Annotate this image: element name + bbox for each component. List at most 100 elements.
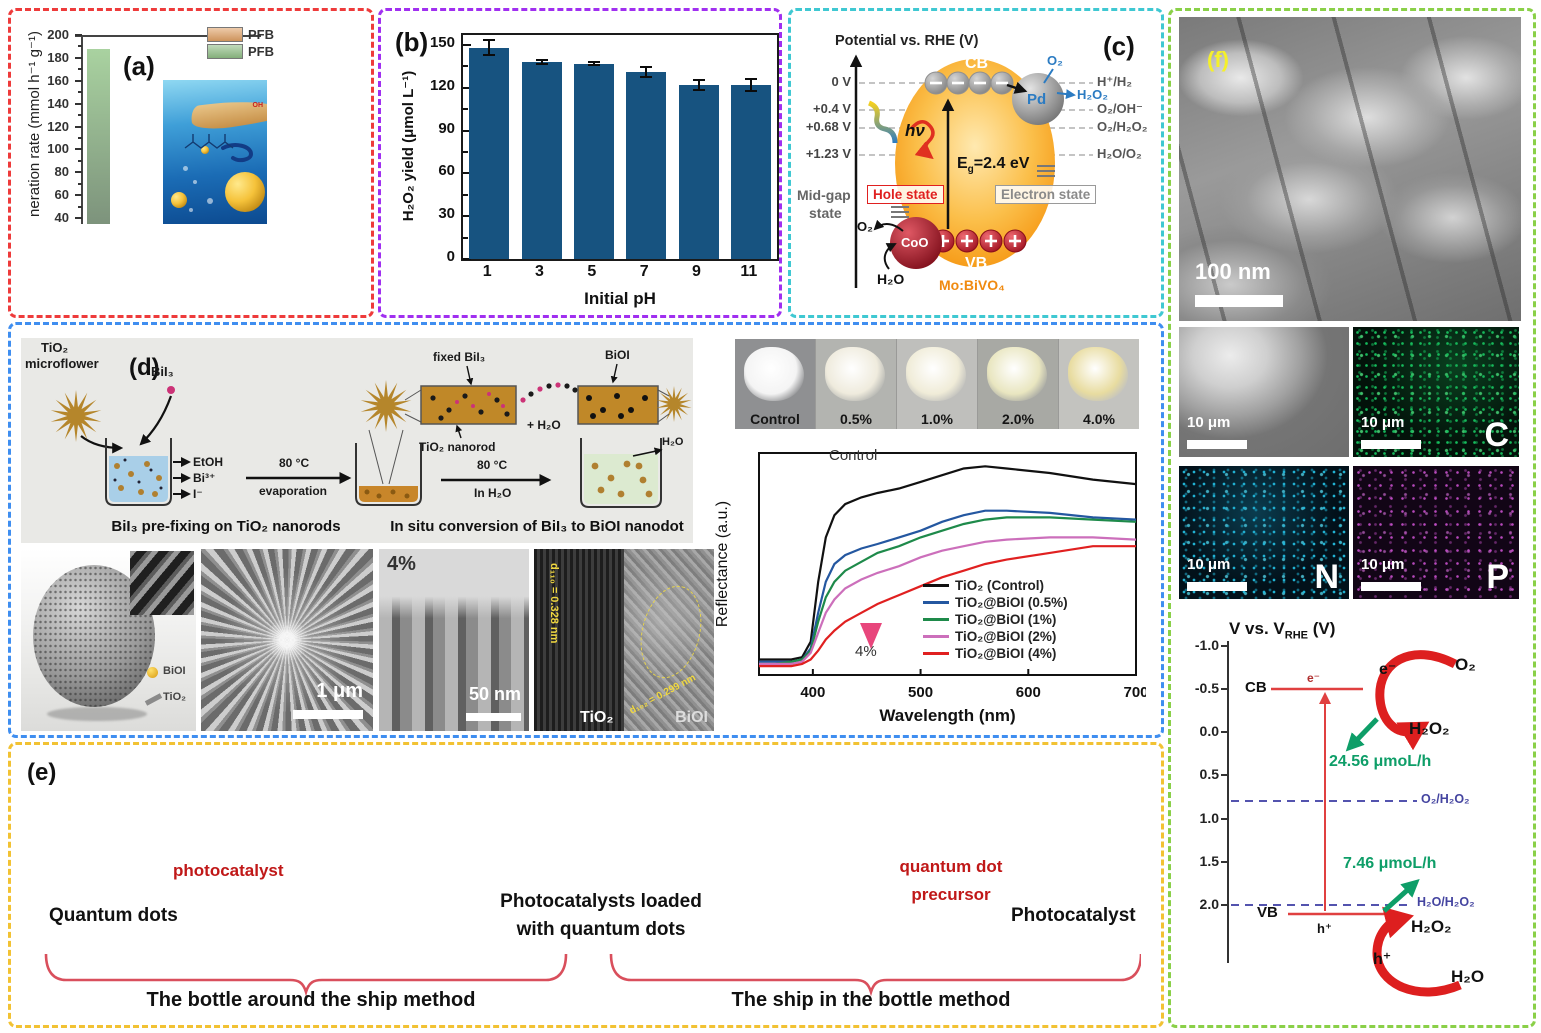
powder-photo: 0.5% (816, 339, 896, 429)
hv-label: hν (905, 121, 925, 140)
bar-chart-b (461, 33, 779, 261)
refl-annot-4pct: 4% (855, 643, 877, 660)
b-tick-label: 60 (438, 162, 455, 180)
legend-entry: PFB (207, 27, 274, 42)
legend-entry: PFB (207, 44, 274, 59)
eds-carbon-map: 10 μm C (1353, 327, 1519, 457)
panel-d-tag: (d) (129, 354, 160, 381)
iodide-label: I⁻ (193, 487, 203, 501)
f-tick-label: 0.0 (1199, 723, 1219, 740)
b-tick-label: 90 (438, 119, 455, 137)
redox-h2: H⁺/H₂ (1097, 74, 1133, 89)
redox-o2: H₂O/O₂ (1097, 146, 1142, 161)
inset-illustration: OH (163, 80, 267, 224)
bar-chart-a: 40 60 80 100 120 140 160 180 200 (47, 27, 261, 225)
b-error-line (697, 79, 700, 91)
scale-bar (1195, 295, 1283, 307)
qd-precursor-2: precursor (911, 885, 991, 904)
eds-sem-image: 10 μm (1179, 327, 1349, 457)
f-cb-label: CB (1245, 679, 1267, 696)
quantum-dots-label: Quantum dots (49, 905, 178, 926)
f-tick-mark (1221, 860, 1229, 863)
step2-proc: In H₂O (474, 486, 512, 500)
panel-a: (a) neration rate (mmol h⁻¹ g⁻¹) 40 60 80 1… (8, 8, 374, 318)
scale-bar (1187, 440, 1247, 449)
f-h2o-label: H₂O (1451, 967, 1485, 986)
eds-p-element: P (1486, 558, 1509, 596)
refl-legend-label: TiO₂ (Control) (955, 578, 1044, 593)
refl-legend-swatch (923, 584, 949, 587)
b-error-cap (535, 62, 548, 65)
etoh-label: EtOH (193, 455, 223, 469)
sphere-inset-sem (130, 551, 194, 615)
hrtem-tio2-label: TiO₂ (580, 709, 614, 726)
b-error-line (592, 60, 595, 67)
f-e-crescent: e⁻ (1379, 661, 1397, 678)
f-rate-bottom: 7.46 μmoL/h (1343, 855, 1437, 872)
tio2-label-1: TiO₂ (41, 340, 69, 355)
series-TiO₂ (Control) (759, 465, 1137, 661)
scale-bar (466, 713, 521, 721)
refl-legend-swatch (923, 601, 949, 604)
level-068V: +0.68 V (805, 119, 851, 134)
pd-label: Pd (1027, 91, 1047, 108)
powder-blob (906, 347, 966, 401)
redox-h2o2: O₂/H₂O₂ (1097, 119, 1148, 134)
nanorod-tem-image: 4% 50 nm (379, 549, 529, 731)
scale-text-50nm: 50 nm (468, 684, 521, 704)
a-minor-tick (78, 114, 82, 117)
legend-tio2-label: TiO₂ (163, 691, 187, 703)
a-bar (87, 48, 110, 224)
b-bar (573, 63, 614, 259)
b-error-cap (744, 90, 757, 93)
f-tick-mark (1221, 731, 1229, 734)
eds-sem-scale: 10 μm (1187, 414, 1231, 431)
brace-graphics (44, 953, 1141, 997)
series-TiO₂@BiOI (2%) (759, 536, 1137, 665)
microflower-star-icon (656, 386, 692, 422)
a-y-axis-line (81, 35, 83, 224)
a-tick-label: 180 (47, 49, 69, 65)
b-error-line (645, 66, 648, 78)
a-tick-mark (75, 34, 82, 36)
bubble (193, 180, 197, 184)
f-h2o2-bottom: H₂O₂ (1411, 917, 1452, 936)
b-category-label: 1 (482, 263, 492, 280)
scale-text-100nm: 100 nm (1195, 259, 1271, 284)
hrtem-tio2-region (534, 549, 624, 731)
b-bar (730, 84, 771, 259)
b-error-line (540, 59, 543, 65)
panel-c-tag: (c) (1103, 31, 1135, 61)
legend-swatch (207, 44, 243, 59)
f-tick-mark (1221, 688, 1229, 691)
panel-b-tag: (b) (395, 27, 429, 57)
qd-precursor-1: quantum dot (899, 857, 1003, 876)
b-bar (521, 62, 562, 259)
h2o2-blue: H₂O₂ (1077, 87, 1109, 102)
b-error-cap (692, 88, 705, 91)
b-tick-mark (463, 86, 471, 89)
fixed-bii3-label: fixed BiI₃ (433, 350, 486, 364)
b-error-cap (483, 54, 496, 57)
f-o2-label: O₂ (1455, 655, 1476, 674)
tio2-label-2: microflower (25, 356, 99, 371)
b-category-label: 7 (639, 263, 649, 280)
redox-oh: O₂/OH⁻ (1097, 101, 1143, 116)
a-minor-tick (78, 136, 82, 139)
b-bar (469, 47, 510, 259)
molecule-sketch (184, 134, 234, 149)
f-diagram-graphics (1227, 641, 1462, 997)
hrtem-image: d₁₁₀ = 0.328 nm TiO₂ d₁₀₂ = 0.299 nm BiO… (534, 549, 714, 731)
f-level2-label: H₂O/H₂O₂ (1417, 895, 1475, 909)
coo-label: CoO (901, 235, 929, 250)
b-error-line (488, 39, 491, 57)
f-diagram-title: V vs. VRHE (V) (1229, 619, 1336, 642)
f-tick-mark (1221, 817, 1229, 820)
a-minor-tick (78, 68, 82, 71)
b-error-cap (744, 77, 757, 80)
a-minor-tick (78, 45, 82, 48)
level-04V: +0.4 V (813, 101, 851, 116)
a-minor-tick (78, 182, 82, 185)
a-tick-label: 120 (47, 118, 69, 134)
tio2-nanorod-label: TiO₂ nanorod (419, 440, 496, 454)
